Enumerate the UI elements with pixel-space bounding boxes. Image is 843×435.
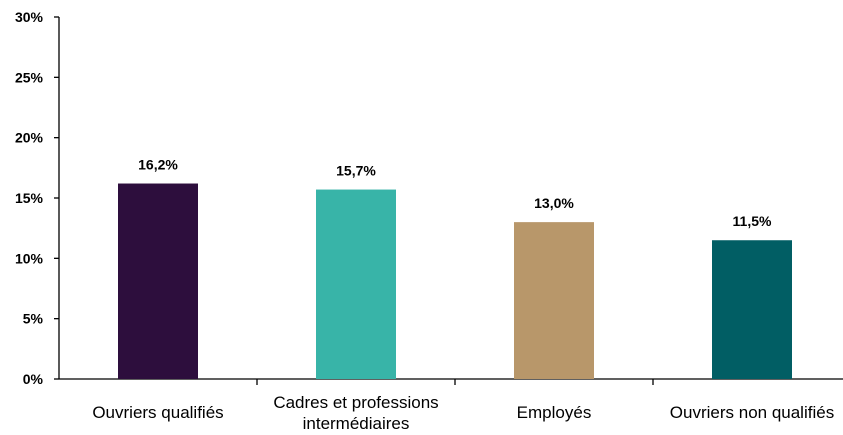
y-tick-label: 5% xyxy=(23,311,44,327)
bar xyxy=(712,240,792,379)
y-tick-label: 15% xyxy=(15,190,44,206)
data-label: 16,2% xyxy=(138,157,178,173)
category-label: Employés xyxy=(517,403,592,422)
category-label: Ouvriers non qualifiés xyxy=(670,403,834,422)
y-tick-label: 20% xyxy=(15,130,44,146)
y-tick-label: 30% xyxy=(15,9,44,25)
bar xyxy=(118,183,198,379)
y-tick-label: 0% xyxy=(23,371,44,387)
data-label: 11,5% xyxy=(733,213,772,229)
y-tick-label: 10% xyxy=(15,250,44,266)
data-label: 13,0% xyxy=(534,195,574,211)
category-label: Cadres et professions xyxy=(273,393,438,412)
data-label: 15,7% xyxy=(336,163,376,179)
y-tick-label: 25% xyxy=(15,69,44,85)
bar xyxy=(316,189,396,379)
category-label: Ouvriers qualifiés xyxy=(92,403,223,422)
bar xyxy=(514,222,594,379)
category-label: intermédiaires xyxy=(303,414,410,433)
